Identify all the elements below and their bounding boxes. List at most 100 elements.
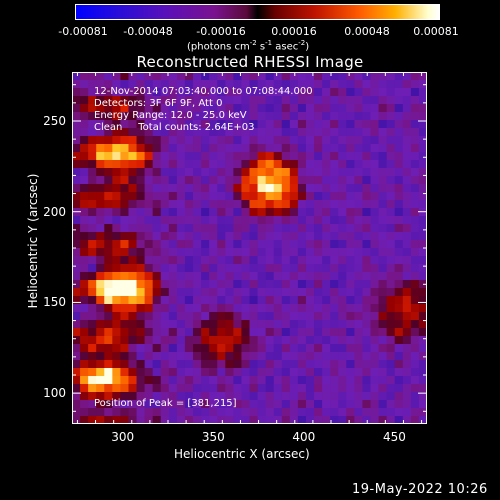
heatmap-cell [136, 376, 146, 385]
heatmap-cell [184, 256, 194, 265]
heatmap-cell [193, 104, 202, 113]
heatmap-cell [72, 224, 81, 233]
heatmap-cell [297, 120, 307, 129]
heatmap-cell [168, 208, 178, 217]
heatmap-cell [112, 96, 122, 105]
heatmap-cell [322, 136, 331, 145]
heatmap-cell [297, 96, 307, 105]
heatmap-cell [249, 72, 259, 81]
heatmap-cell [338, 376, 347, 385]
heatmap-cell [201, 272, 210, 281]
heatmap-cell [257, 152, 267, 161]
heatmap-cell [314, 320, 323, 329]
heatmap-cell [72, 120, 81, 129]
heatmap-cell [314, 80, 323, 89]
heatmap-cell [96, 200, 105, 209]
heatmap-cell [289, 200, 299, 209]
heatmap-cell [112, 200, 122, 209]
heatmap-cell [193, 192, 202, 201]
heatmap-cell [72, 368, 81, 377]
heatmap-cell [410, 248, 420, 257]
heatmap-cell [225, 232, 234, 241]
heatmap-cell [386, 288, 396, 297]
heatmap-cell [160, 240, 170, 249]
heatmap-cell [265, 416, 275, 424]
heatmap-cell [273, 216, 283, 225]
heatmap-cell [330, 184, 339, 193]
heatmap-cell [120, 368, 130, 377]
heatmap-cell [72, 96, 81, 105]
heatmap-cell [386, 312, 396, 321]
heatmap-cell [96, 392, 105, 401]
heatmap-cell [305, 200, 315, 209]
heatmap-cell [330, 128, 339, 137]
heatmap-cell [209, 328, 218, 337]
heatmap-cell [80, 152, 89, 161]
heatmap-cell [233, 128, 243, 137]
heatmap-cell [168, 248, 178, 257]
heatmap-cell [72, 360, 81, 369]
heatmap-cell [217, 336, 226, 345]
heatmap-cell [104, 176, 113, 185]
heatmap-cell [104, 296, 113, 305]
heatmap-cell [217, 416, 226, 424]
heatmap-cell [418, 104, 427, 113]
heatmap-cell [241, 264, 251, 273]
heatmap-cell [201, 320, 210, 329]
heatmap-cell [176, 320, 186, 329]
heatmap-cell [168, 336, 178, 345]
heatmap-cell [322, 200, 331, 209]
heatmap-cell [346, 384, 355, 393]
heatmap-cell [209, 208, 218, 217]
heatmap-cell [201, 288, 210, 297]
heatmap-cell [305, 192, 315, 201]
heatmap-cell [289, 136, 299, 145]
heatmap-cell [160, 352, 170, 361]
heatmap-cell [152, 408, 162, 417]
heatmap-cell [120, 408, 130, 417]
heatmap-cell [136, 248, 146, 257]
heatmap-cell [184, 384, 194, 393]
heatmap-cell [88, 400, 97, 409]
heatmap-cell [370, 72, 380, 81]
heatmap-cell [314, 248, 323, 257]
heatmap-cell [265, 296, 275, 305]
heatmap-cell [104, 384, 113, 393]
heatmap-cell [152, 376, 162, 385]
heatmap-cell [346, 112, 355, 121]
heatmap-cell [346, 104, 355, 113]
heatmap-cell [152, 400, 162, 409]
heatmap-cell [257, 272, 267, 281]
heatmap-cell [233, 304, 243, 313]
heatmap-cell [394, 136, 404, 145]
heatmap-cell [217, 408, 226, 417]
heatmap-cell [80, 376, 89, 385]
heatmap-cell [104, 280, 113, 289]
heatmap-cell [128, 400, 138, 409]
heatmap-cell [362, 160, 372, 169]
heatmap-cell [201, 400, 210, 409]
heatmap-cell [362, 176, 372, 185]
heatmap-cell [362, 296, 372, 305]
heatmap-cell [314, 240, 323, 249]
heatmap-cell [297, 320, 307, 329]
heatmap-cell [144, 416, 154, 424]
heatmap-cell [394, 360, 404, 369]
heatmap-cell [418, 184, 427, 193]
heatmap-cell [112, 384, 122, 393]
heatmap-cell [338, 408, 347, 417]
heatmap-cell [184, 320, 194, 329]
heatmap-cell [136, 320, 146, 329]
heatmap-cell [209, 336, 218, 345]
heatmap-cell [120, 240, 130, 249]
heatmap-cell [322, 352, 331, 361]
heatmap-cell [265, 400, 275, 409]
heatmap-cell [176, 160, 186, 169]
heatmap-cell [346, 144, 355, 153]
heatmap-cell [418, 96, 427, 105]
heatmap-cell [322, 320, 331, 329]
heatmap-cell [80, 184, 89, 193]
heatmap-cell [128, 376, 138, 385]
heatmap-cell [346, 136, 355, 145]
heatmap-cell [410, 336, 420, 345]
